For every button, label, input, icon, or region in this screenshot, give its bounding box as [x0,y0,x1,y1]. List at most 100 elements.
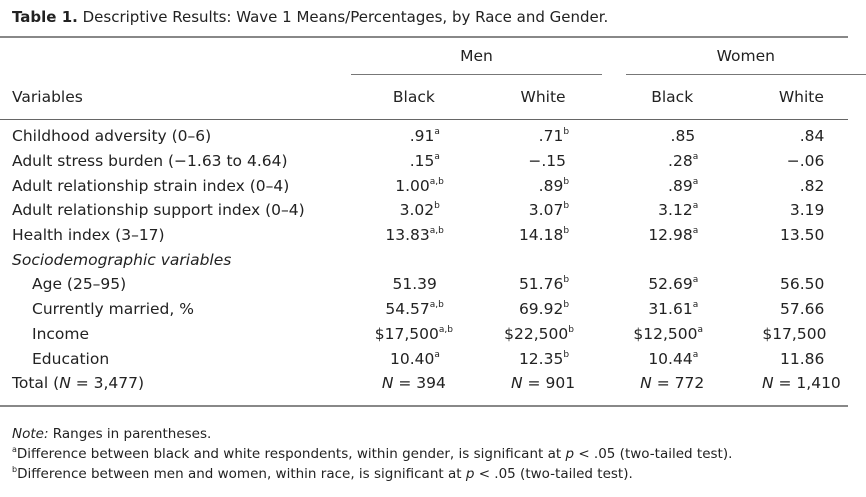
significance-mark: b [563,275,570,286]
significance-mark: a,b [429,300,444,311]
value-cell: 52.69a [648,275,699,294]
col-women-white: White [778,88,824,106]
row-label: Age (25–95) [32,275,127,294]
significance-mark: b [434,201,440,212]
note-ranges: Note: Ranges in parentheses. [12,426,212,442]
significance-mark: a [692,201,699,212]
row-label: Adult stress burden (−1.63 to 4.64) [12,152,288,171]
table-title: Table 1. Descriptive Results: Wave 1 Mea… [12,8,608,26]
col-variables: Variables [12,88,83,106]
bottom-rule [0,405,848,407]
table-row: Adult stress burden (−1.63 to 4.64) .15a −… [12,149,866,174]
col-men-white: White [520,88,566,106]
significance-mark: a [692,226,699,237]
significance-mark: a [692,275,699,286]
value-cell: −.15 [528,152,567,171]
value-cell: $17,500a,b [374,324,453,343]
table-number: Table 1. [12,8,78,26]
value-cell: 51.76b [518,275,570,294]
value-cell: $22,500b [504,324,574,343]
section-row: Sociodemographic variables [12,247,866,272]
significance-mark: a [692,349,699,360]
total-cell: N = 394 [381,374,446,393]
note-a: aDifference between black and white resp… [12,445,733,463]
value-cell: 11.86 [780,349,825,368]
significance-mark: a [692,152,699,163]
group-header-row: Men Women [12,44,866,78]
value-cell: .89b [538,176,570,195]
note-b: bDifference between men and women, withi… [12,465,633,483]
table-row: Adult relationship strain index (0–4) 1.0… [12,173,866,198]
value-cell: 3.12a [658,201,699,220]
table-notes: Note: Ranges in parentheses. aDifference… [12,424,732,484]
col-men-black: Black [392,88,435,106]
group-men: Men [349,44,607,78]
value-cell: 1.00a,b [395,176,444,195]
total-label: Total (N = 3,477) [12,374,145,393]
value-cell: −.06 [786,152,825,171]
value-cell: 69.92b [518,300,570,319]
value-cell: 3.19 [789,201,825,220]
descriptive-results-table: Men Women Variables Black White Black Wh… [12,44,866,396]
table-row: Currently married, % 54.57a,b 69.92b 31.61a… [12,297,866,322]
significance-mark: b [563,201,570,212]
row-label: Education [32,349,110,368]
total-cell: N = 772 [640,374,705,393]
significance-mark: b [563,127,570,138]
value-cell: 12.98a [648,226,699,245]
value-cell: 57.66 [780,300,825,319]
significance-mark: a [434,349,440,360]
row-label: Health index (3–17) [12,226,165,245]
value-cell: 14.18b [518,226,570,245]
section-label: Sociodemographic variables [12,250,232,269]
significance-mark: b [563,349,570,360]
significance-mark: a [434,127,440,138]
value-cell: .28a [668,152,699,171]
significance-mark: a [434,152,440,163]
value-cell: .85 [670,127,696,146]
table-row: Education 10.40a 12.35b 10.44a 11.86 [12,346,866,371]
table-row: Health index (3–17) 13.83a,b 14.18b 12.98a 1… [12,223,866,248]
value-cell: 12.35b [518,349,570,368]
total-row: Total (N = 3,477) N = 394 N = 901 N = 77… [12,371,866,396]
row-label: Income [32,324,90,343]
value-cell: 54.57a,b [385,300,444,319]
value-cell: .91a [409,127,440,146]
row-label: Adult relationship strain index (0–4) [12,176,290,195]
total-cell: N = 901 [511,374,576,393]
significance-mark: a,b [429,226,444,237]
significance-mark: b [563,226,570,237]
row-label: Childhood adversity (0–6) [12,127,212,146]
value-cell: 10.40a [389,349,440,368]
table-row: Age (25–95) 51.39 51.76b 52.69a 56.50 [12,272,866,297]
table-row: Childhood adversity (0–6) .91a .71b .85 .84 [12,124,866,149]
value-cell: .89a [668,176,699,195]
value-cell: $17,500 [762,324,827,343]
top-rule [0,36,848,38]
col-women-black: Black [651,88,694,106]
value-cell: .71b [538,127,570,146]
row-label: Currently married, % [32,300,194,319]
value-cell: .82 [799,176,825,195]
value-cell: .84 [799,127,825,146]
value-cell: 10.44a [648,349,699,368]
significance-mark: b [568,324,574,335]
table-row: Income $17,500a,b $22,500b $12,500a $17,500 [12,322,866,347]
total-cell: N = 1,410 [761,374,841,393]
value-cell: .15a [409,152,440,171]
significance-mark: b [563,176,570,187]
value-cell: $12,500a [633,324,704,343]
significance-mark: a [697,324,704,335]
significance-mark: a [692,176,699,187]
table-caption: Descriptive Results: Wave 1 Means/Percen… [82,8,609,26]
value-cell: 13.83a,b [385,226,444,245]
value-cell: 51.39 [392,275,437,294]
value-cell: 13.50 [780,226,825,245]
column-header-row: Variables Black White Black White [12,78,866,116]
value-cell: 31.61a [648,300,699,319]
value-cell: 3.07b [528,201,570,220]
header-rule [0,119,848,120]
row-label: Adult relationship support index (0–4) [12,201,305,220]
table-row: Adult relationship support index (0–4) 3.… [12,198,866,223]
significance-mark: a,b [429,176,444,187]
